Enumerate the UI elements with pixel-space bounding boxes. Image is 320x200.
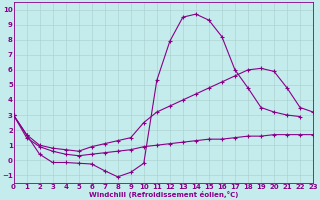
X-axis label: Windchill (Refroidissement éolien,°C): Windchill (Refroidissement éolien,°C): [89, 191, 238, 198]
